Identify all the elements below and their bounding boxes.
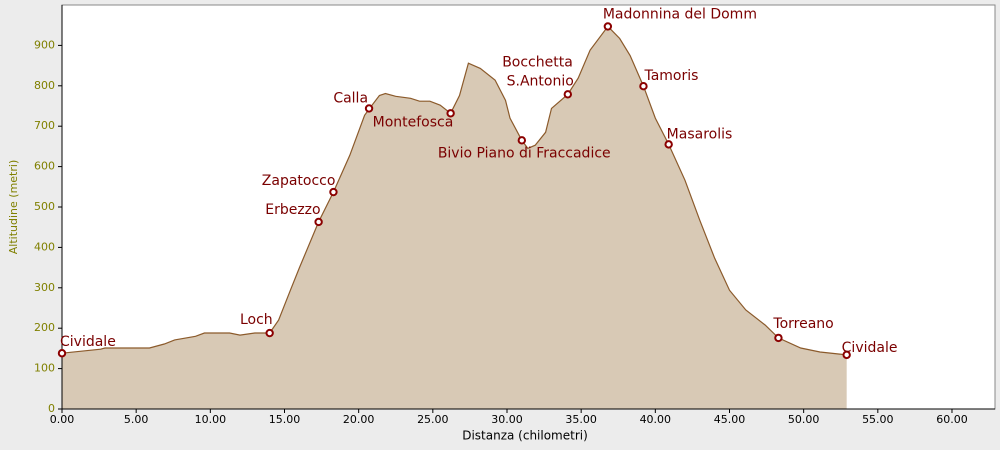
waypoint-marker	[842, 350, 851, 360]
waypoint-label: Torreano	[772, 316, 833, 332]
waypoint-marker	[265, 328, 274, 338]
x-tick-label: 20.00	[343, 413, 375, 426]
waypoint-label: Cividale	[60, 334, 116, 350]
x-axis-label: Distanza (chilometri)	[462, 429, 588, 443]
y-tick-label: 100	[34, 362, 55, 375]
waypoint-marker	[57, 349, 67, 358]
y-tick-label: 700	[34, 119, 55, 132]
waypoint-label: Erbezzo	[265, 202, 320, 218]
x-tick-label: 0.00	[50, 413, 75, 426]
waypoint-label: Tamoris	[643, 68, 698, 84]
waypoint-marker	[314, 217, 323, 227]
x-tick-label: 30.00	[491, 413, 523, 426]
y-tick-label: 400	[34, 240, 55, 253]
waypoint-marker	[446, 109, 455, 118]
waypoint-marker	[664, 140, 673, 149]
waypoint-marker	[364, 104, 374, 113]
waypoint-label: Madonnina del Domm	[603, 6, 757, 22]
waypoint-label: Bocchetta	[502, 54, 573, 70]
x-tick-label: 10.00	[195, 413, 227, 426]
waypoint-label: S.Antonio	[507, 73, 574, 89]
waypoint-label: Montefosca	[373, 114, 454, 130]
x-tick-label: 60.00	[936, 413, 968, 426]
waypoint-marker	[517, 136, 527, 145]
elevation-line	[61, 25, 847, 356]
waypoint-label: Calla	[333, 90, 368, 106]
y-tick-label: 500	[34, 200, 55, 213]
waypoint-marker	[603, 22, 613, 31]
x-tick-label: 45.00	[714, 413, 746, 426]
x-tick-label: 35.00	[565, 413, 597, 426]
x-tick-label: 15.00	[269, 413, 301, 426]
elevation-area	[62, 26, 847, 410]
y-tick-label: 0	[48, 402, 55, 415]
x-tick-label: 55.00	[862, 413, 894, 426]
waypoint-label: Loch	[240, 312, 273, 328]
waypoint-marker	[639, 82, 648, 91]
y-tick-label: 900	[34, 38, 55, 51]
y-axis-label: Altitudine (metri)	[7, 160, 20, 254]
x-tick-label: 50.00	[788, 413, 820, 426]
y-tick-label: 800	[34, 79, 55, 92]
y-tick-label: 300	[34, 281, 55, 294]
waypoint-label: Masarolis	[667, 126, 733, 142]
x-tick-label: 5.00	[124, 413, 149, 426]
waypoint-label: Zapatocco	[262, 173, 336, 189]
x-tick-label: 25.00	[417, 413, 449, 426]
y-tick-label: 200	[34, 321, 55, 334]
waypoint-marker	[563, 90, 573, 99]
waypoint-marker	[774, 333, 783, 343]
y-tick-label: 600	[34, 160, 55, 173]
waypoint-label: Bivio Piano di Fraccadice	[438, 145, 611, 161]
x-tick-label: 40.00	[640, 413, 672, 426]
waypoint-marker	[329, 187, 338, 197]
waypoint-label: Cividale	[842, 340, 898, 356]
